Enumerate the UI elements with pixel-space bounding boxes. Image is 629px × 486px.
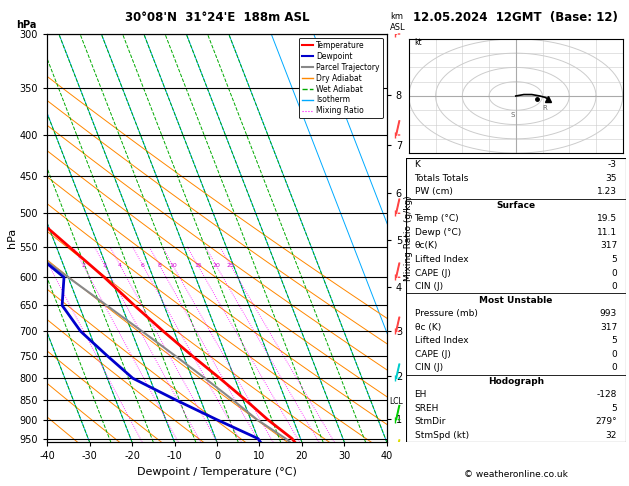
Text: 30°08'N  31°24'E  188m ASL: 30°08'N 31°24'E 188m ASL bbox=[125, 11, 309, 23]
X-axis label: Dewpoint / Temperature (°C): Dewpoint / Temperature (°C) bbox=[137, 467, 297, 477]
Text: 5: 5 bbox=[611, 255, 617, 264]
Text: 1: 1 bbox=[47, 263, 51, 268]
Text: K: K bbox=[415, 160, 420, 169]
Y-axis label: hPa: hPa bbox=[7, 228, 17, 248]
Text: EH: EH bbox=[415, 390, 427, 399]
Text: 2: 2 bbox=[81, 263, 86, 268]
Text: 5: 5 bbox=[611, 404, 617, 413]
Text: Hodograph: Hodograph bbox=[487, 377, 544, 386]
Text: CAPE (J): CAPE (J) bbox=[415, 350, 450, 359]
Text: R: R bbox=[542, 105, 547, 111]
Text: Pressure (mb): Pressure (mb) bbox=[415, 309, 477, 318]
Text: -128: -128 bbox=[597, 390, 617, 399]
Text: hPa: hPa bbox=[16, 20, 37, 30]
Text: Lifted Index: Lifted Index bbox=[415, 336, 468, 345]
Text: Mixing Ratio (g/kg): Mixing Ratio (g/kg) bbox=[404, 195, 413, 281]
Text: CAPE (J): CAPE (J) bbox=[415, 269, 450, 278]
Text: 0: 0 bbox=[611, 269, 617, 278]
Text: kt: kt bbox=[414, 37, 422, 47]
Text: km
ASL: km ASL bbox=[390, 12, 406, 32]
Text: 317: 317 bbox=[600, 242, 617, 250]
Text: 8: 8 bbox=[158, 263, 162, 268]
Text: 10: 10 bbox=[169, 263, 177, 268]
Text: 0: 0 bbox=[611, 350, 617, 359]
Text: SREH: SREH bbox=[415, 404, 439, 413]
Text: LCL: LCL bbox=[389, 397, 403, 406]
Text: θᴄ(K): θᴄ(K) bbox=[415, 242, 438, 250]
Text: Surface: Surface bbox=[496, 201, 535, 210]
Text: 25: 25 bbox=[226, 263, 235, 268]
Text: θᴄ (K): θᴄ (K) bbox=[415, 323, 441, 331]
Text: 993: 993 bbox=[600, 309, 617, 318]
Text: PW (cm): PW (cm) bbox=[415, 187, 452, 196]
Text: Totals Totals: Totals Totals bbox=[415, 174, 469, 183]
Text: 0: 0 bbox=[611, 282, 617, 291]
Text: CIN (J): CIN (J) bbox=[415, 364, 443, 372]
Text: 5: 5 bbox=[611, 336, 617, 345]
Text: StmDir: StmDir bbox=[415, 417, 446, 426]
Text: Most Unstable: Most Unstable bbox=[479, 295, 552, 305]
Text: 11.1: 11.1 bbox=[597, 228, 617, 237]
Text: -3: -3 bbox=[608, 160, 617, 169]
Text: 0: 0 bbox=[611, 364, 617, 372]
Text: 4: 4 bbox=[118, 263, 122, 268]
Text: 32: 32 bbox=[606, 431, 617, 440]
Text: CIN (J): CIN (J) bbox=[415, 282, 443, 291]
Text: 35: 35 bbox=[606, 174, 617, 183]
Text: Temp (°C): Temp (°C) bbox=[415, 214, 459, 224]
Text: S: S bbox=[511, 112, 515, 119]
Text: 279°: 279° bbox=[596, 417, 617, 426]
Text: StmSpd (kt): StmSpd (kt) bbox=[415, 431, 469, 440]
Text: Dewp (°C): Dewp (°C) bbox=[415, 228, 461, 237]
Text: 20: 20 bbox=[212, 263, 220, 268]
Text: Lifted Index: Lifted Index bbox=[415, 255, 468, 264]
Text: 3: 3 bbox=[103, 263, 106, 268]
Text: 12.05.2024  12GMT  (Base: 12): 12.05.2024 12GMT (Base: 12) bbox=[413, 11, 618, 23]
Text: 317: 317 bbox=[600, 323, 617, 331]
Legend: Temperature, Dewpoint, Parcel Trajectory, Dry Adiabat, Wet Adiabat, Isotherm, Mi: Temperature, Dewpoint, Parcel Trajectory… bbox=[299, 38, 383, 119]
Text: 6: 6 bbox=[141, 263, 145, 268]
Text: 15: 15 bbox=[194, 263, 202, 268]
Text: 1.23: 1.23 bbox=[597, 187, 617, 196]
Text: 19.5: 19.5 bbox=[597, 214, 617, 224]
Text: © weatheronline.co.uk: © weatheronline.co.uk bbox=[464, 469, 568, 479]
